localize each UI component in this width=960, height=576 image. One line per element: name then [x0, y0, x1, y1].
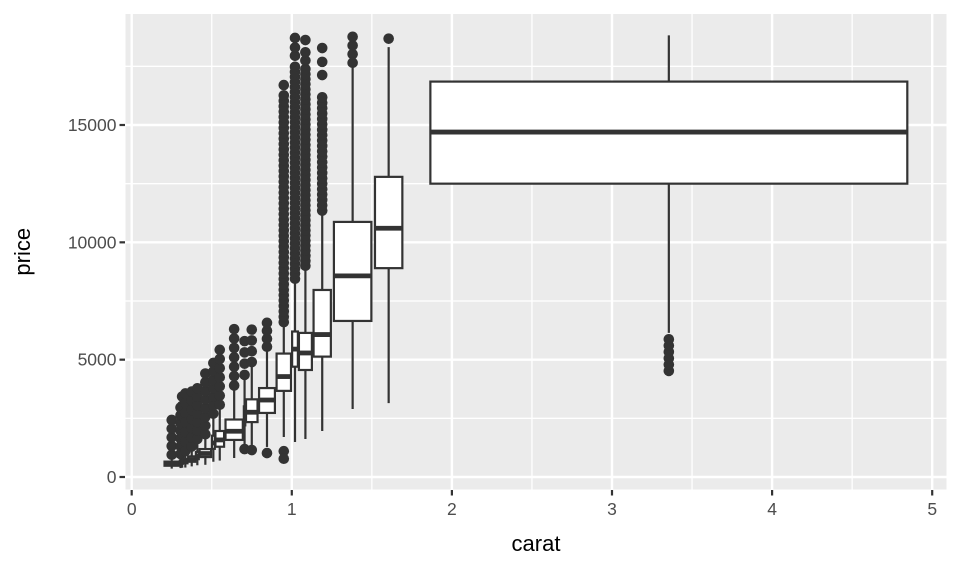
- outlier-dot: [261, 447, 273, 459]
- outlier-dot: [192, 416, 203, 428]
- outlier-dot: [200, 420, 211, 431]
- outlier-dot: [261, 325, 273, 337]
- outlier-dot: [214, 390, 226, 401]
- outlier-dot: [192, 408, 203, 419]
- outlier-dot: [166, 432, 178, 443]
- outlier-dot: [228, 361, 240, 373]
- x-tick-label: 3: [607, 499, 617, 519]
- outlier-dot: [214, 399, 226, 411]
- x-tick-label: 1: [287, 499, 297, 519]
- outlier-dot: [166, 423, 178, 434]
- x-tick-label: 4: [767, 499, 777, 519]
- x-tick-label: 2: [447, 499, 457, 519]
- outlier-dot: [246, 356, 258, 368]
- outlier-dot: [166, 414, 178, 426]
- outlier-dot: [200, 394, 211, 405]
- outlier-dot: [278, 79, 290, 91]
- outlier-dot: [228, 342, 240, 354]
- outlier-dot: [278, 453, 290, 464]
- box-rect: [275, 352, 293, 392]
- outlier-dot: [300, 55, 311, 66]
- y-axis-title: price: [10, 228, 35, 276]
- outlier-dot: [200, 368, 211, 379]
- outlier-dot: [192, 399, 203, 411]
- outlier-dot: [300, 34, 311, 46]
- outlier-dot: [246, 345, 258, 357]
- outlier-dot: [239, 369, 250, 381]
- box-rect: [332, 220, 373, 323]
- outlier-dot: [228, 370, 240, 382]
- outlier-dot: [246, 444, 258, 456]
- outlier-dot: [316, 42, 328, 54]
- outlier-dot: [289, 42, 301, 53]
- outlier-dot: [383, 33, 394, 44]
- y-tick-label: 0: [107, 467, 117, 487]
- outlier-dot: [278, 90, 290, 101]
- outlier-dot: [228, 352, 240, 363]
- outlier-dot: [278, 445, 290, 457]
- outlier-dot: [200, 402, 211, 414]
- outlier-dot: [214, 362, 226, 374]
- outlier-dot: [246, 324, 258, 335]
- outlier-dot: [347, 31, 358, 43]
- outlier-dot: [246, 335, 258, 346]
- outlier-dot: [228, 333, 240, 344]
- outlier-dot: [192, 433, 203, 445]
- outlier-dot: [214, 381, 226, 392]
- outlier-dot: [289, 32, 301, 44]
- outlier-dot: [200, 385, 211, 397]
- outlier-dot: [347, 48, 358, 60]
- y-tick-label: 5000: [78, 350, 117, 370]
- outlier-dot: [200, 376, 211, 388]
- outlier-dot: [228, 323, 240, 335]
- outlier-dot: [316, 69, 328, 81]
- outlier-dot: [316, 92, 328, 103]
- x-axis-title: carat: [512, 531, 561, 556]
- x-tick-label: 0: [127, 499, 137, 519]
- outlier-dot: [347, 40, 358, 51]
- outlier-dot: [214, 353, 226, 365]
- x-tick-label: 5: [927, 499, 937, 519]
- outlier-dot: [166, 440, 178, 452]
- outlier-dot: [208, 408, 219, 419]
- outlier-dot: [214, 371, 226, 383]
- outlier-dot: [192, 382, 203, 394]
- box-rect: [312, 288, 332, 358]
- outlier-dot: [186, 441, 198, 452]
- outlier-dot: [300, 46, 311, 58]
- outlier-dot: [289, 50, 301, 62]
- y-tick-label: 15000: [68, 115, 117, 135]
- outlier-dot: [347, 57, 358, 69]
- outlier-dot: [261, 317, 273, 329]
- box-rect: [373, 175, 404, 270]
- outlier-dot: [663, 333, 675, 345]
- y-tick-label: 10000: [68, 232, 117, 252]
- outlier-dot: [214, 344, 226, 356]
- outlier-dot: [261, 341, 273, 353]
- outlier-dot: [261, 333, 273, 345]
- outlier-dot: [166, 449, 178, 461]
- outlier-dot: [316, 56, 328, 68]
- outlier-dot: [200, 428, 211, 440]
- outlier-dot: [300, 63, 311, 75]
- outlier-dot: [192, 425, 203, 436]
- outlier-dot: [228, 380, 240, 391]
- outlier-dot: [192, 391, 203, 403]
- outlier-dot: [289, 61, 301, 73]
- outlier-dot: [200, 411, 211, 423]
